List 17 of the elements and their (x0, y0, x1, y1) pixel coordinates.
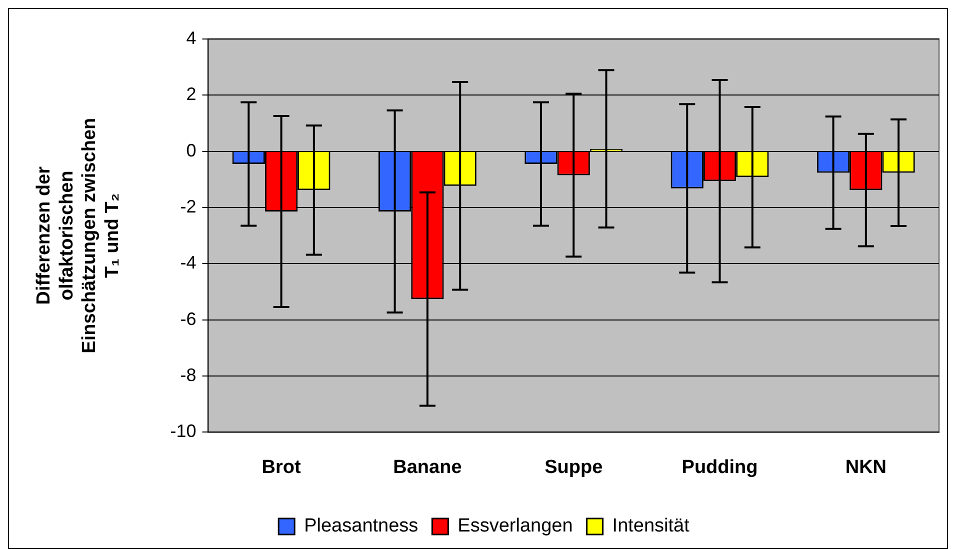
y-axis-title: Differenzen der olfaktorischen Einschätzungen zwischen T₁ und T₂ (34, 118, 124, 354)
x-tick-label: Pudding (682, 456, 758, 478)
y-tick-label: 0 (186, 140, 196, 160)
y-tick-label: -10 (170, 421, 196, 442)
y-tick-label: 2 (186, 84, 196, 104)
x-tick-label: Brot (262, 456, 302, 478)
y-tick-label: -8 (180, 364, 196, 385)
x-tick-label: Banane (393, 456, 462, 478)
x-tick-label: NKN (845, 456, 887, 478)
x-tick-label: Suppe (544, 456, 603, 478)
legend-label: Essverlangen (458, 516, 573, 537)
y-tick-label: -6 (180, 308, 196, 329)
y-tick-label: 4 (186, 28, 196, 48)
legend-label: Pleasantness (304, 516, 418, 537)
legend-label: Intensität (612, 516, 690, 537)
y-tick-label: -4 (180, 252, 196, 273)
y-tick-label: -2 (180, 196, 196, 216)
